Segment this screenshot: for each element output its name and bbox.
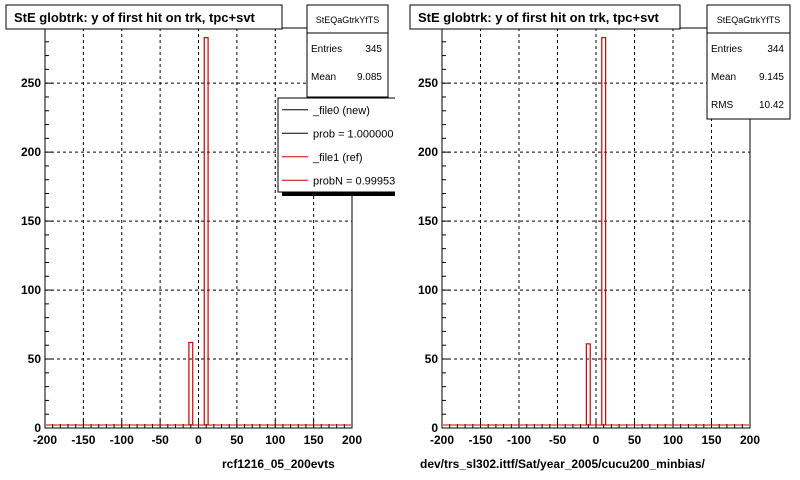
histogram-bar: [585, 343, 591, 426]
title-box: [409, 4, 681, 30]
x-tick-label: 150: [304, 433, 324, 447]
histogram-panel-1: -200 -150 -100 -50 0 50 100 150 200 0 50 100 150 200 2…: [5, 4, 395, 471]
x-tick-label: 100: [663, 433, 683, 447]
y-tick-label: 250: [418, 76, 438, 90]
x-tick-label: 0: [195, 433, 202, 447]
stats-box: [306, 4, 389, 98]
y-tick-label: 0: [431, 421, 438, 435]
stats-value: 9.145: [759, 72, 784, 83]
x-tick-label: 0: [593, 433, 600, 447]
legend-label: _file0 (new): [312, 105, 370, 117]
x-tick-label: 100: [265, 433, 285, 447]
y-tick-label: 50: [28, 352, 42, 366]
x-tick-label: 50: [230, 433, 244, 447]
stats-value: 344: [767, 44, 784, 55]
x-axis-title: rcf1216_05_200evts: [222, 457, 335, 471]
chart-title: StE globtrk: y of first hit on trk, tpc+…: [14, 10, 256, 25]
histogram-bar: [188, 341, 194, 426]
y-tick-label: 100: [21, 283, 41, 297]
histogram-bar: [203, 37, 209, 426]
x-tick-label: 200: [342, 433, 362, 447]
stats-label: Entries: [311, 44, 342, 55]
x-tick-label: 50: [628, 433, 642, 447]
x-tick-label: -200: [33, 433, 57, 447]
y-tick-label: 50: [425, 352, 439, 366]
y-tick-label: 200: [21, 145, 41, 159]
stats-value: 10.42: [759, 100, 784, 111]
y-tick-label: 250: [21, 76, 41, 90]
y-tick-label: 0: [34, 421, 41, 435]
stats-name: StEQaGtrkYfTS: [316, 15, 380, 25]
legend-label: probN = 0.99953: [313, 175, 395, 187]
y-tick-label: 100: [418, 283, 438, 297]
stats-label: Mean: [711, 72, 736, 83]
y-tick-label: 150: [21, 214, 41, 228]
legend-label: _file1 (ref): [312, 152, 363, 164]
x-tick-label: 200: [740, 433, 760, 447]
x-tick-label: 150: [701, 433, 721, 447]
chart-title: StE globtrk: y of first hit on trk, tpc+…: [418, 10, 660, 25]
histogram-bar: [601, 37, 607, 426]
histogram-panel-2: -200 -150 -100 -50 0 50 100 150 200 0 50 100 150 200 2…: [409, 4, 791, 471]
stats-label: RMS: [711, 100, 734, 111]
legend-box: [277, 97, 395, 193]
legend-label: prob = 1.000000: [313, 128, 393, 140]
stats-label: Entries: [711, 44, 742, 55]
stats-label: Mean: [311, 72, 336, 83]
x-tick-label: -50: [151, 433, 169, 447]
x-tick-label: -150: [468, 433, 492, 447]
stats-name: StEQaGtrkYfTS: [717, 15, 781, 25]
x-tick-label: -100: [507, 433, 531, 447]
x-tick-label: -50: [549, 433, 567, 447]
x-tick-label: -200: [430, 433, 454, 447]
y-tick-label: 150: [418, 214, 438, 228]
stats-value: 345: [365, 44, 382, 55]
x-axis-title: dev/trs_sl302.ittf/Sat/year_2005/cucu200…: [420, 457, 705, 471]
stats-box: [706, 4, 791, 120]
stats-value: 9.085: [357, 72, 382, 83]
x-tick-label: -100: [110, 433, 134, 447]
y-tick-label: 200: [418, 145, 438, 159]
title-box: [5, 4, 283, 30]
x-tick-label: -150: [71, 433, 95, 447]
legend: _file0 (new) prob = 1.000000 _file1 (ref) p…: [277, 97, 395, 196]
